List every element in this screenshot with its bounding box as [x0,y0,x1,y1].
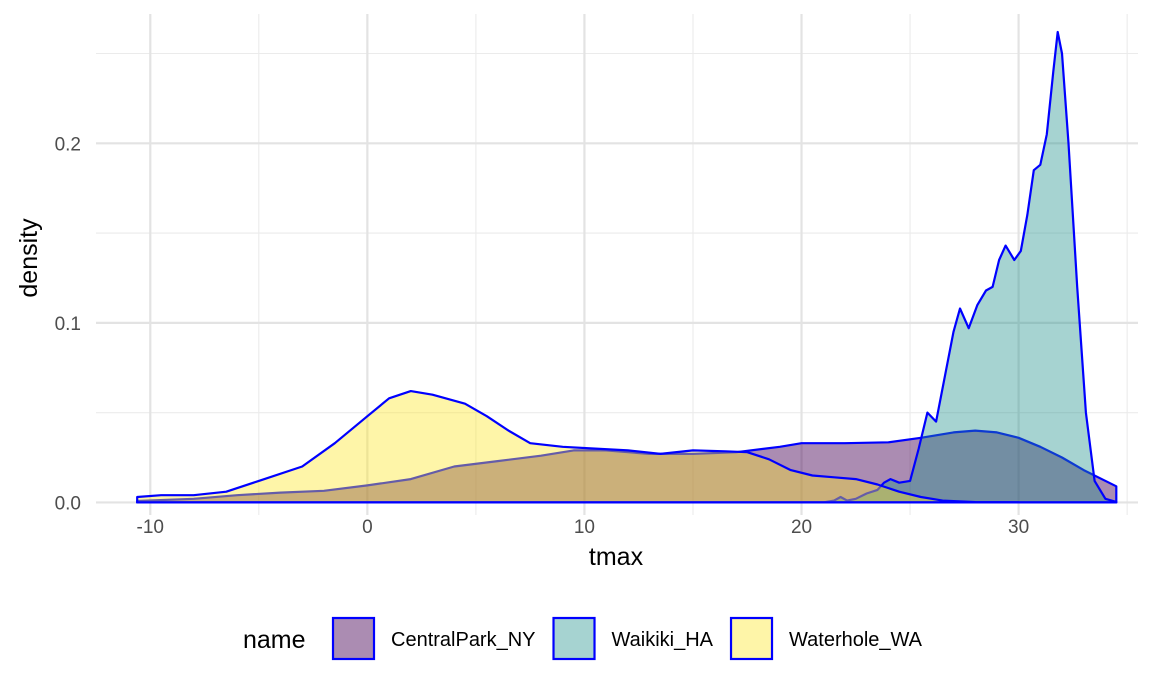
y-tick-label: 0.2 [55,134,81,155]
x-tick-label: 10 [574,517,595,538]
density-area-waterhole-wa [136,390,1020,504]
legend: name CentralPark_NY Waikiki_HA Waterhole_W… [243,616,923,661]
y-axis-ticks: 0.0 0.1 0.2 [55,134,81,514]
y-tick-label: 0.0 [55,493,81,514]
x-tick-label: 0 [362,517,373,538]
legend-label-waikiki-ha: Waikiki_HA [612,629,714,651]
legend-label-waterhole-wa: Waterhole_WA [789,629,923,651]
x-axis-ticks: -10 0 10 20 30 [137,517,1030,538]
y-axis-title: density [15,218,43,298]
legend-label-centralpark-ny: CentralPark_NY [391,629,536,651]
x-tick-label: 30 [1008,517,1029,538]
density-areas [136,30,1118,504]
x-tick-label: 20 [791,517,812,538]
x-tick-label: -10 [137,517,164,538]
y-tick-label: 0.1 [55,314,81,335]
legend-key-centralpark-ny [331,616,376,661]
legend-key-waterhole-wa [729,616,774,661]
x-axis-title: tmax [589,543,644,571]
legend-key-waikiki-ha [552,616,596,661]
density-area-waikiki-ha [136,30,1118,504]
legend-title: name [243,626,306,654]
